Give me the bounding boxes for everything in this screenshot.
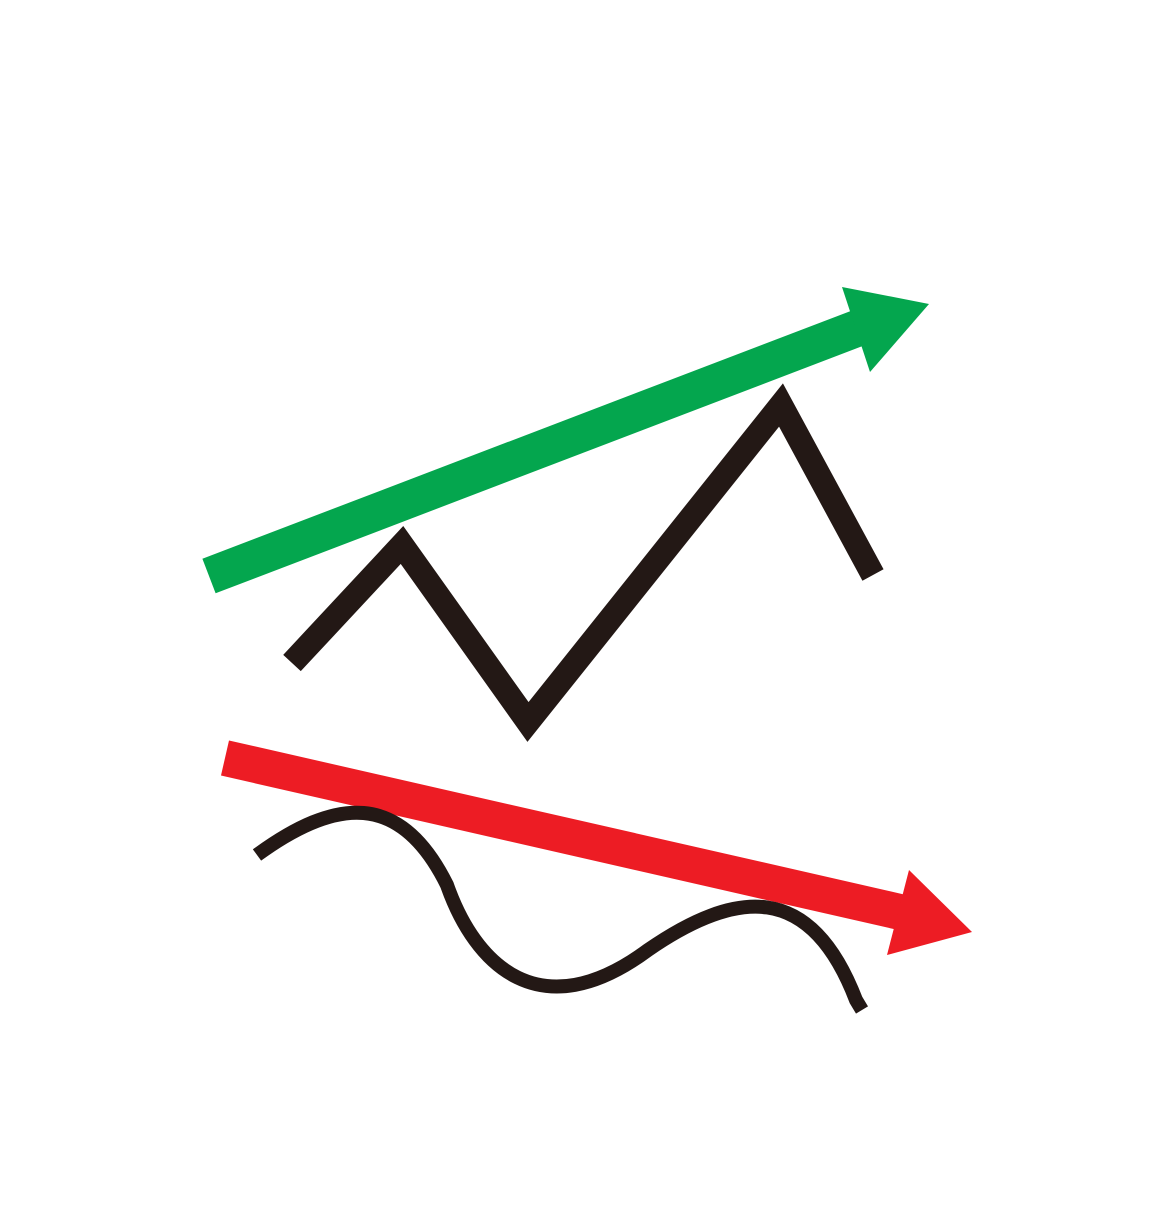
uptrend-arrow-shaft	[202, 310, 865, 594]
wave-line-icon	[252, 805, 869, 1014]
downtrend-arrow-head	[887, 870, 972, 955]
uptrend-arrow-head	[842, 287, 929, 372]
uptrend-arrow-icon	[202, 287, 929, 594]
downtrend-arrow-shaft	[220, 740, 905, 930]
zigzag-line-icon	[283, 383, 884, 742]
downtrend-arrow-icon	[220, 740, 972, 955]
